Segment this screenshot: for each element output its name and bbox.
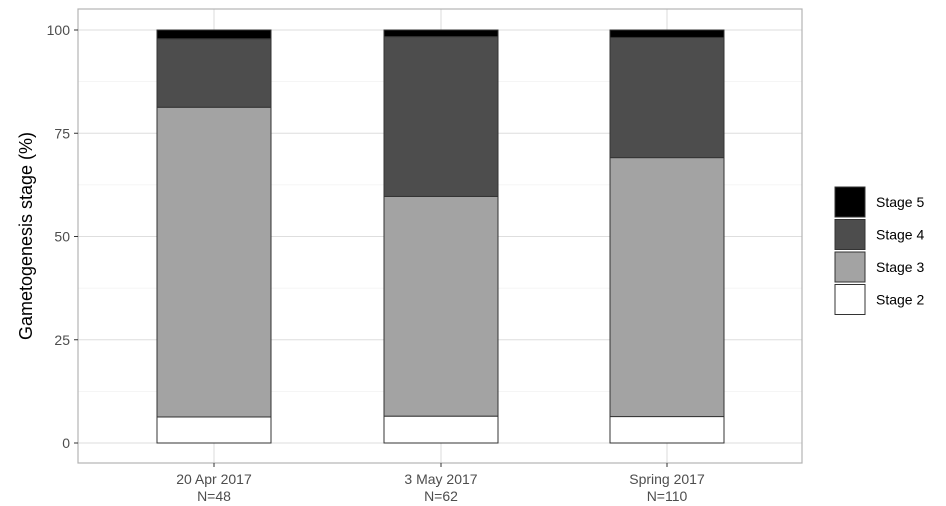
y-axis-title: Gametogenesis stage (%) xyxy=(16,132,36,340)
legend-label: Stage 2 xyxy=(876,292,924,308)
x-tick-sublabel: N=48 xyxy=(197,488,231,504)
x-tick-label: 20 Apr 2017 xyxy=(176,471,252,487)
legend-key-stage-4 xyxy=(834,219,866,250)
legend-key-stage-2 xyxy=(834,284,866,315)
bar-segment-stage-5 xyxy=(156,29,272,40)
x-tick-label: 3 May 2017 xyxy=(404,471,477,487)
bar-segment-stage-5 xyxy=(383,29,499,38)
bar-segment-stage-4 xyxy=(609,36,725,159)
bar-segment-stage-2 xyxy=(609,416,725,444)
bar-segment-stage-4 xyxy=(156,38,272,108)
x-tick-sublabel: N=110 xyxy=(647,488,688,504)
bar-segment-stage-2 xyxy=(383,415,499,444)
legend: Stage 5 Stage 4 Stage 3 Stage 2 xyxy=(834,186,924,315)
legend-key-stage-5 xyxy=(834,186,866,218)
x-tick-label: Spring 2017 xyxy=(629,471,705,487)
legend-label: Stage 5 xyxy=(876,194,924,210)
bar-segment-stage-5 xyxy=(609,29,725,38)
y-tick-label: 75 xyxy=(54,125,70,141)
bar-segment-stage-4 xyxy=(383,36,499,197)
bar-segment-stage-2 xyxy=(156,416,272,444)
bar-segment-stage-3 xyxy=(156,106,272,418)
y-tick-label: 100 xyxy=(47,22,71,38)
y-tick-label: 50 xyxy=(54,229,70,245)
legend-label: Stage 4 xyxy=(876,227,924,243)
bar-segment-stage-3 xyxy=(383,195,499,417)
bars xyxy=(156,29,725,444)
bar-segment-stage-3 xyxy=(609,157,725,418)
y-tick-label: 0 xyxy=(62,435,70,451)
y-tick-label: 25 xyxy=(54,332,70,348)
legend-key-stage-3 xyxy=(834,251,866,283)
legend-label: Stage 3 xyxy=(876,259,924,275)
x-tick-sublabel: N=62 xyxy=(424,488,458,504)
